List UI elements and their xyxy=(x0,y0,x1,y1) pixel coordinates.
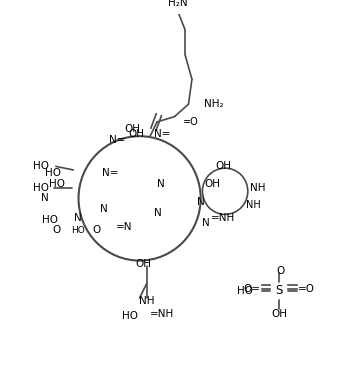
Text: NH: NH xyxy=(250,183,265,193)
Text: HO: HO xyxy=(33,183,49,193)
Text: O=: O= xyxy=(243,284,260,294)
Text: OH: OH xyxy=(125,124,141,134)
Text: OH: OH xyxy=(135,259,151,269)
Text: N: N xyxy=(197,197,205,207)
Text: OH: OH xyxy=(271,309,287,319)
Text: O: O xyxy=(53,225,61,235)
Text: OH: OH xyxy=(215,161,231,171)
Text: N=: N= xyxy=(102,169,119,179)
Text: =N: =N xyxy=(116,222,133,232)
Text: NH₂: NH₂ xyxy=(204,99,224,109)
Text: HO: HO xyxy=(72,226,85,235)
Text: H₂N: H₂N xyxy=(168,0,188,8)
Text: HO: HO xyxy=(237,286,253,296)
Text: =NH: =NH xyxy=(150,309,174,319)
Text: =O: =O xyxy=(183,117,199,127)
Text: N: N xyxy=(41,193,49,203)
Text: N: N xyxy=(157,179,165,189)
Text: NH: NH xyxy=(139,296,154,307)
Text: S: S xyxy=(275,284,283,297)
Text: N=: N= xyxy=(109,135,126,145)
Text: N: N xyxy=(74,213,82,223)
Text: N: N xyxy=(101,204,108,214)
Text: NH: NH xyxy=(246,200,261,210)
Text: HO: HO xyxy=(49,179,65,189)
Text: =NH: =NH xyxy=(211,213,236,223)
Text: O: O xyxy=(92,225,101,235)
Text: HO: HO xyxy=(42,215,58,225)
Text: N: N xyxy=(202,218,210,228)
Text: OH: OH xyxy=(128,130,144,139)
Text: N: N xyxy=(154,208,161,218)
Text: HO: HO xyxy=(33,161,49,171)
Text: HO: HO xyxy=(45,169,61,179)
Text: HO: HO xyxy=(122,311,138,321)
Text: O: O xyxy=(277,266,285,276)
Text: =O: =O xyxy=(298,284,315,294)
Text: OH: OH xyxy=(204,179,220,189)
Text: N=: N= xyxy=(154,130,170,139)
